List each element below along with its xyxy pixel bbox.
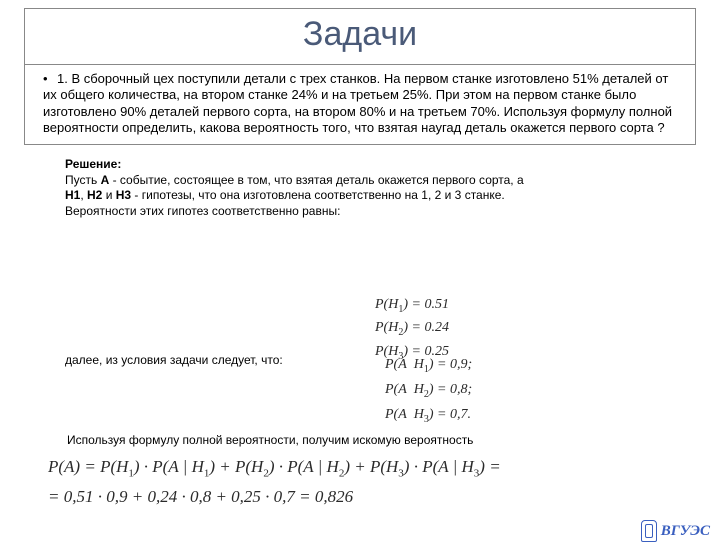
conditional-probabilities: P(A H1) = 0,9; P(A H2) = 0,8; P(A H3) = … [385,353,472,427]
sol-l1c: - гипотезы, что она изготовлена соответс… [131,188,505,202]
solution-block: Решение: Пусть А - событие, состоящее в … [65,157,665,219]
cond-p1: P(A H1) = 0,9; [385,353,472,378]
sol-H1: Н1 [65,188,80,202]
cond-p2: P(A H2) = 0,8; [385,378,472,403]
slide: Задачи •1. В сборочный цех поступили дет… [0,8,720,548]
sol-l2: Вероятности этих гипотез соответственно … [65,204,340,218]
sol-H3: Н3 [116,188,131,202]
slide-title: Задачи [25,15,695,54]
sol-l1b: - событие, состоящее в том, что взятая д… [109,173,523,187]
logo: ВГУЭС [641,520,710,542]
full-probability-text: Используя формулу полной вероятности, по… [67,433,473,447]
formula-line2: = 0,51 · 0,9 + 0,24 · 0,8 + 0,25 · 0,7 =… [48,483,501,512]
problem-text: •1. В сборочный цех поступили детали с т… [43,71,681,136]
sol-A: А [101,173,110,187]
sol-l1a: Пусть [65,173,101,187]
prior-p1: P(H1) = 0.51 [375,294,449,317]
bullet-icon: • [43,71,57,87]
follow-text: далее, из условия задачи следует, что: [65,353,283,367]
formula-line1: P(A) = P(H1) · P(A | H1) + P(H2) · P(A |… [48,453,501,483]
problem-body: 1. В сборочный цех поступили детали с тр… [43,71,672,135]
sol-sep1: , [80,188,87,202]
problem-box: •1. В сборочный цех поступили детали с т… [24,65,696,145]
cond-p3: P(A H3) = 0,7. [385,403,472,428]
title-box: Задачи [24,8,696,65]
formula-block: P(A) = P(H1) · P(A | H1) + P(H2) · P(A |… [48,453,501,512]
logo-text: ВГУЭС [661,523,710,540]
solution-heading: Решение: [65,157,121,171]
logo-icon [641,520,657,542]
sol-H2: Н2 [87,188,102,202]
sol-sep2: и [102,188,115,202]
prior-p2: P(H2) = 0.24 [375,317,449,340]
